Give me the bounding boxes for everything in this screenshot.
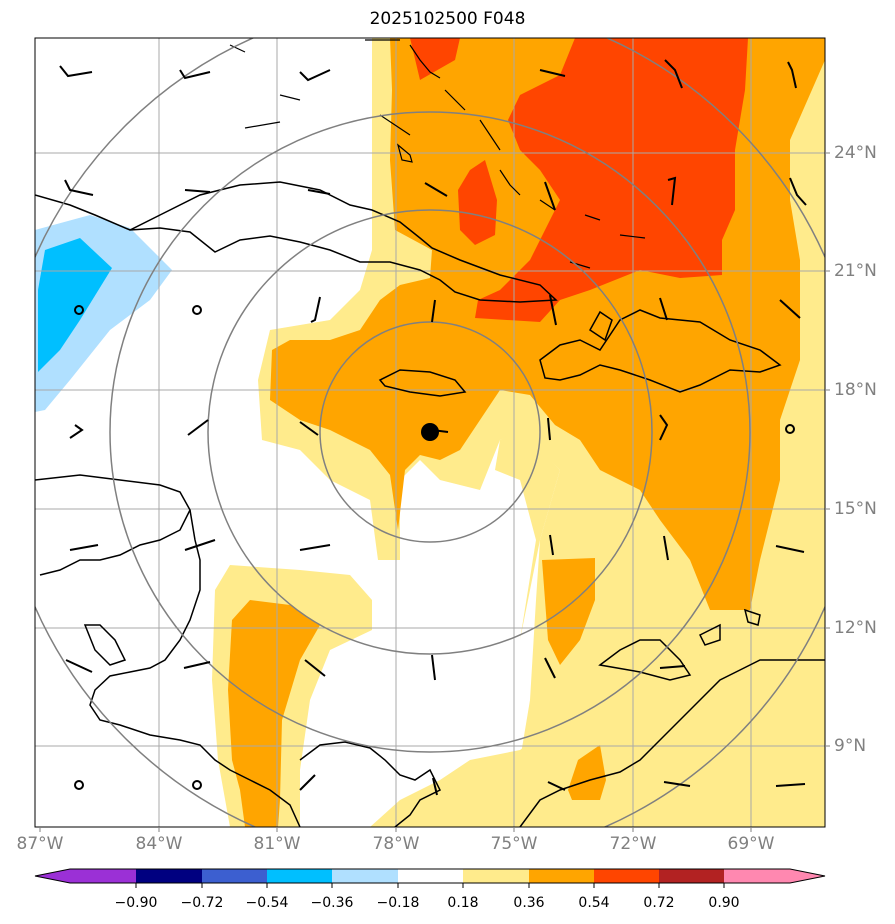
contour-white-gap <box>495 428 560 640</box>
lon-label-81w: 81°W <box>253 834 301 854</box>
colorbar-label: −0.72 <box>180 895 224 911</box>
colorbar-segment <box>594 869 659 883</box>
colorbar-label: −0.54 <box>245 895 289 911</box>
lon-label-84w: 84°W <box>135 834 183 854</box>
colorbar-segment <box>463 869 529 883</box>
contour-orange-south-blob <box>568 745 606 800</box>
contour-orange-south-strip <box>542 558 595 665</box>
colorbar-label: 0.90 <box>708 895 740 911</box>
contour-orange-southwest <box>228 600 320 827</box>
colorbar-label: −0.36 <box>310 895 354 911</box>
lat-label-24n: 24°N <box>834 143 877 163</box>
map-title: 2025102500 F048 <box>369 9 526 29</box>
colorbar-segment <box>267 869 332 883</box>
coastlines <box>35 181 825 827</box>
colorbar-segment <box>332 869 398 883</box>
lon-label-72w: 72°W <box>609 834 657 854</box>
map-frame <box>34 37 826 828</box>
colorbar-segment <box>136 869 202 883</box>
wind-barbs <box>59 59 807 796</box>
colorbar-segment <box>70 869 136 883</box>
lon-ticks <box>39 827 752 832</box>
colorbar-label: 0.54 <box>578 895 610 911</box>
colorbar-segment <box>659 869 724 883</box>
lon-label-75w: 75°W <box>490 834 538 854</box>
colorbar-label: 0.18 <box>447 895 479 911</box>
colorbar-extend-left <box>35 869 70 883</box>
lat-label-9n: 9°N <box>834 736 867 756</box>
contour-red-main <box>475 38 748 322</box>
bahamas-islands <box>229 39 646 269</box>
lat-ticks <box>825 152 830 747</box>
lat-label-12n: 12°N <box>834 618 877 638</box>
lat-lon-grid <box>35 38 825 827</box>
contour-red-east <box>410 38 460 80</box>
colorbar-label: 0.36 <box>513 895 545 911</box>
lon-label-78w: 78°W <box>372 834 420 854</box>
colorbar-segment <box>398 869 463 883</box>
calm-markers <box>74 305 795 790</box>
colorbar-segment <box>202 869 267 883</box>
colorbar-label: 0.72 <box>643 895 675 911</box>
colorbar-extend-right <box>790 869 825 883</box>
colorbar-label: −0.18 <box>376 895 420 911</box>
colorbar-label: −0.90 <box>114 895 158 911</box>
lat-label-21n: 21°N <box>834 261 877 281</box>
lon-label-69w: 69°W <box>727 834 775 854</box>
colorbar-segment <box>724 869 790 883</box>
lat-label-18n: 18°N <box>834 380 877 400</box>
colorbar <box>34 868 826 888</box>
colorbar-segment <box>529 869 594 883</box>
range-rings <box>35 38 825 827</box>
storm-center-marker <box>421 423 439 441</box>
lon-label-87w: 87°W <box>16 834 64 854</box>
contour-red-blob <box>458 160 497 245</box>
lat-label-15n: 15°N <box>834 499 877 519</box>
